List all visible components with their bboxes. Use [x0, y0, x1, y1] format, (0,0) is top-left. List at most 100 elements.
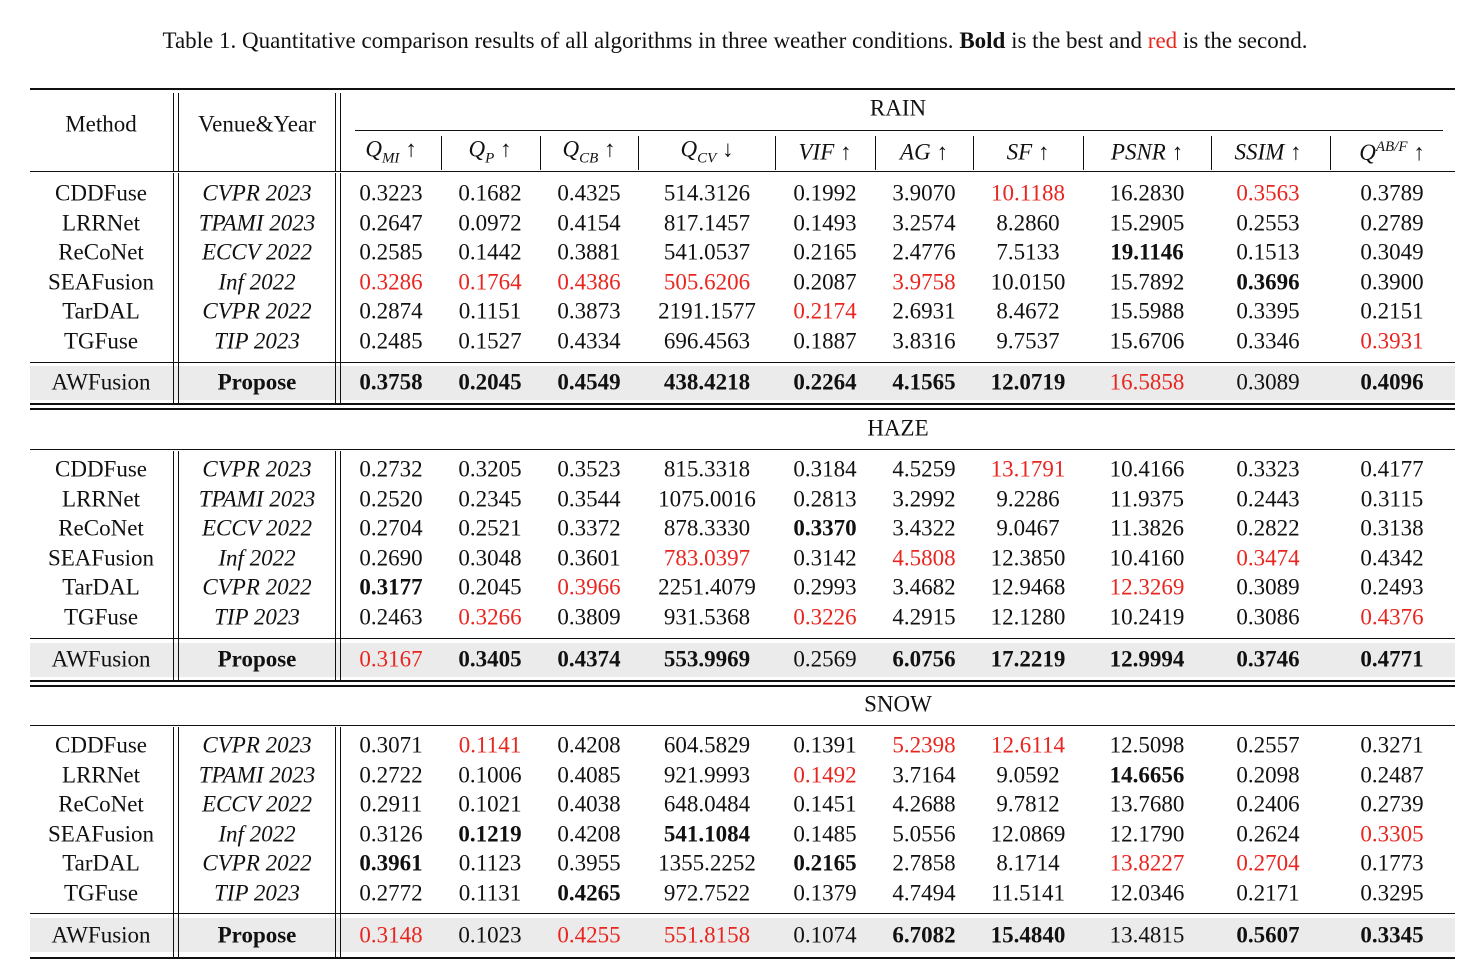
method-name: TarDAL	[62, 298, 140, 324]
value-cell: 0.2557	[1236, 732, 1300, 758]
value-cell: 0.3184	[793, 456, 857, 482]
section-title: SNOW	[864, 691, 932, 717]
column-rule	[775, 136, 776, 170]
value-cell: 0.3395	[1236, 298, 1300, 324]
vertical-rule	[340, 727, 342, 957]
value-cell: 12.9994	[1109, 646, 1185, 672]
value-cell: 0.2098	[1236, 762, 1300, 787]
method-name: TGFuse	[63, 328, 139, 353]
method-name: ReCoNet	[58, 791, 144, 817]
metric-header: QCB ↑	[562, 138, 615, 167]
value-cell: 0.2151	[1360, 298, 1424, 324]
metric-header: VIF ↑	[798, 141, 851, 164]
rule	[30, 449, 1455, 450]
value-cell: 0.1131	[458, 880, 522, 905]
double-rule	[30, 680, 1455, 682]
value-cell: 0.4386	[557, 269, 621, 294]
venue: Inf 2022	[218, 545, 296, 570]
value-cell: 0.3266	[458, 604, 522, 629]
value-cell: 8.4672	[996, 298, 1060, 324]
value-cell: 0.0972	[458, 210, 522, 235]
value-cell: 15.2905	[1109, 210, 1185, 235]
value-cell: 10.4160	[1109, 545, 1185, 570]
value-cell: 0.1442	[458, 239, 522, 265]
value-cell: 0.2087	[793, 269, 857, 294]
venue: CVPR 2023	[202, 180, 312, 206]
value-cell: 0.3372	[557, 515, 621, 541]
value-cell: 0.3696	[1236, 269, 1300, 294]
value-cell: 0.3758	[359, 369, 423, 395]
value-cell: 4.5808	[892, 545, 956, 570]
value-cell: 0.1219	[458, 821, 522, 846]
metric-symbol: SF	[1006, 139, 1033, 165]
value-cell: 551.8158	[663, 922, 751, 948]
value-cell: 0.1493	[793, 210, 857, 235]
venue: TIP 2023	[214, 328, 300, 353]
value-cell: 0.4154	[557, 210, 621, 235]
value-cell: 0.2704	[359, 515, 423, 541]
rule	[355, 130, 1443, 131]
value-cell: 4.1565	[892, 369, 956, 395]
venue: Inf 2022	[218, 269, 296, 294]
vertical-rule	[340, 93, 342, 171]
value-cell: 0.4334	[557, 328, 621, 353]
value-cell: 0.3955	[557, 850, 621, 876]
value-cell: 1075.0016	[658, 486, 756, 511]
value-cell: 11.5141	[991, 880, 1065, 905]
value-cell: 0.4208	[557, 732, 621, 758]
value-cell: 0.4038	[557, 791, 621, 817]
method-name: CDDFuse	[54, 456, 148, 482]
double-rule	[30, 403, 1455, 405]
value-cell: 5.2398	[892, 732, 956, 758]
value-cell: 16.2830	[1109, 180, 1185, 206]
method-name: AWFusion	[51, 646, 151, 672]
column-rule	[1083, 136, 1084, 170]
value-cell: 878.3330	[663, 515, 751, 541]
value-cell: 0.3789	[1360, 180, 1424, 206]
value-cell: 15.6706	[1109, 328, 1185, 353]
value-cell: 438.4218	[663, 369, 751, 395]
value-cell: 0.3271	[1360, 732, 1424, 758]
value-cell: 0.3089	[1236, 574, 1300, 600]
metric-sup: AB/F	[1375, 139, 1408, 156]
value-cell: 0.3346	[1236, 328, 1300, 353]
value-cell: 3.9070	[892, 180, 956, 206]
value-cell: 0.3881	[557, 239, 621, 265]
method-name: ReCoNet	[58, 239, 144, 265]
method-name: CDDFuse	[54, 732, 148, 758]
metric-header: QP ↑	[468, 138, 511, 167]
metric-symbol: PSNR	[1110, 139, 1166, 165]
value-cell: 931.5368	[663, 604, 751, 629]
value-cell: 0.2264	[793, 369, 857, 395]
method-name: TarDAL	[62, 850, 140, 876]
vertical-rule	[173, 727, 175, 957]
metric-header: QAB/F ↑	[1359, 140, 1425, 164]
venue: CVPR 2022	[202, 850, 312, 876]
value-cell: 972.7522	[663, 880, 751, 905]
method-name: AWFusion	[51, 369, 151, 395]
metric-arrow: ↑	[1171, 139, 1184, 165]
metric-header: SF ↑	[1007, 141, 1050, 164]
value-cell: 0.2171	[1236, 880, 1300, 905]
value-cell: 0.1527	[458, 328, 522, 353]
venue: ECCV 2022	[201, 515, 313, 541]
value-cell: 3.2992	[892, 486, 956, 511]
value-cell: 0.3405	[458, 646, 522, 672]
metric-arrow: ↑	[1413, 139, 1425, 165]
value-cell: 0.3205	[458, 456, 522, 482]
value-cell: 4.5259	[892, 456, 956, 482]
venue: CVPR 2023	[202, 456, 312, 482]
value-cell: 15.7892	[1109, 269, 1185, 294]
value-cell: 0.1021	[458, 791, 522, 817]
metric-header: SSIM ↑	[1234, 141, 1301, 164]
value-cell: 604.5829	[663, 732, 751, 758]
value-cell: 13.1791	[990, 456, 1066, 482]
value-cell: 0.3126	[359, 821, 423, 846]
value-cell: 0.2739	[1360, 791, 1424, 817]
value-cell: 0.2789	[1360, 210, 1424, 235]
value-cell: 0.1006	[458, 762, 522, 787]
metric-arrow: ↑	[405, 136, 417, 162]
column-rule	[875, 136, 876, 170]
value-cell: 12.3850	[990, 545, 1066, 570]
rule	[30, 913, 1455, 914]
